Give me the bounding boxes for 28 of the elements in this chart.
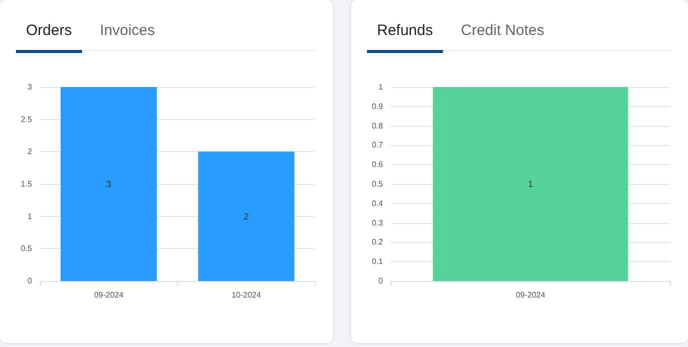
x-tick-label: 09-2024 <box>94 290 124 300</box>
y-tick-label: 0.2 <box>372 238 384 247</box>
y-tick-label: 0.8 <box>372 121 384 130</box>
y-tick-label: 0.4 <box>372 198 384 208</box>
y-tick-label: 3 <box>28 82 33 92</box>
data-label: 1 <box>528 179 534 189</box>
y-tick-label: 1 <box>28 212 33 221</box>
y-tick-label: 0.6 <box>372 160 384 170</box>
y-tick-label: 0 <box>28 276 33 286</box>
y-tick-label: 2.5 <box>20 114 33 124</box>
y-tick-label: 0.1 <box>372 257 384 266</box>
y-tick-label: 0.5 <box>20 244 33 254</box>
chart-title: Refunds <box>367 22 443 53</box>
y-tick-label: 0 <box>378 276 384 286</box>
y-tick-label: 0.3 <box>372 218 384 228</box>
y-tick-label: 0.9 <box>372 102 384 111</box>
x-tick-label: 09-2024 <box>516 290 546 300</box>
y-tick-label: 0.5 <box>372 180 384 188</box>
y-tick-label: 1.5 <box>20 180 33 188</box>
y-tick-label: 0.7 <box>372 140 384 150</box>
text: Credit Notes <box>460 22 546 41</box>
text: Invoices <box>98 22 156 41</box>
chart-title: Orders <box>16 22 82 53</box>
data-label: 3 <box>106 179 112 189</box>
x-tick-label: 10-2024 <box>232 290 262 300</box>
y-tick-label: 1 <box>378 82 384 92</box>
data-label: 2 <box>244 211 249 222</box>
y-tick-label: 2 <box>28 147 33 156</box>
